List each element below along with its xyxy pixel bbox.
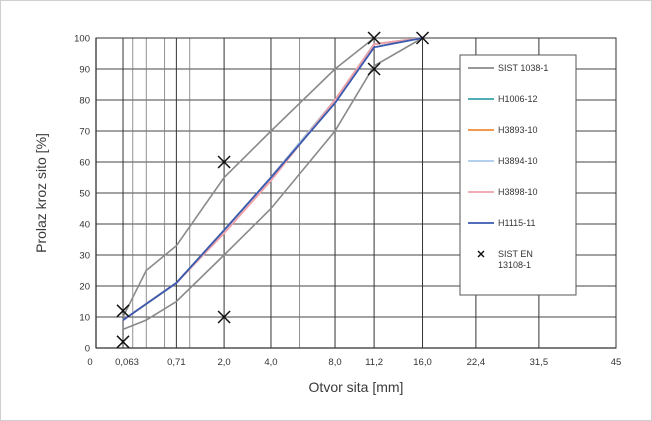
y-axis-title: Prolaz kroz sito [%] bbox=[33, 133, 49, 253]
limit-marker bbox=[116, 304, 130, 318]
x-tick-label: 4,0 bbox=[264, 357, 277, 368]
limit-marker bbox=[116, 335, 130, 349]
legend-label: H3898-10 bbox=[498, 187, 538, 197]
legend-label: H1115-11 bbox=[498, 218, 536, 228]
y-tick-label: 50 bbox=[79, 189, 90, 200]
x-tick-label: 8,0 bbox=[328, 357, 341, 368]
y-tick-label: 10 bbox=[79, 313, 90, 324]
x-tick-label: 2,0 bbox=[217, 357, 230, 368]
envelope-upper-line bbox=[122, 37, 423, 318]
legend-label: H3894-10 bbox=[498, 156, 538, 166]
x-tick-label: 45 bbox=[611, 357, 622, 368]
y-tick-label: 30 bbox=[79, 251, 90, 262]
legend-box bbox=[459, 54, 577, 296]
legend-marker-symbol bbox=[477, 250, 485, 258]
y-tick-label: 70 bbox=[79, 127, 90, 138]
limit-marker bbox=[415, 31, 430, 45]
series-layer bbox=[122, 37, 423, 331]
legend-label: H3893-10 bbox=[498, 125, 538, 135]
y-tick-label: 40 bbox=[79, 220, 90, 231]
legend-label: SIST EN 13108-1 bbox=[498, 249, 533, 270]
limit-marker bbox=[367, 62, 381, 76]
limit-marker bbox=[367, 31, 381, 45]
marker-layer bbox=[116, 31, 430, 349]
y-tick-labels: 0 10 20 30 40 50 60 70 80 90 100 bbox=[74, 34, 90, 355]
y-tick-label: 20 bbox=[79, 282, 90, 293]
x-axis-title: Otvor sita [mm] bbox=[309, 379, 404, 395]
plot-border bbox=[95, 37, 617, 349]
x-tick-label: 0,063 bbox=[115, 357, 139, 368]
x-tick-labels: 0 0,063 0,71 2,0 4,0 8,0 11,2 16,0 22,4 31,5 45 bbox=[87, 357, 621, 368]
legend-label: SIST 1038-1 bbox=[498, 63, 548, 73]
envelope-lower-line bbox=[122, 37, 423, 331]
y-tick-label: 60 bbox=[79, 158, 90, 169]
x-tick-label: 0,71 bbox=[167, 357, 186, 368]
x-tick-label: 11,2 bbox=[365, 357, 383, 368]
x-tick-label: 31,5 bbox=[530, 357, 549, 368]
x-tick-label: 0 bbox=[87, 357, 92, 368]
y-tick-label: 80 bbox=[79, 96, 90, 107]
x-tick-label: 16,0 bbox=[413, 357, 432, 368]
y-tick-label: 0 bbox=[85, 344, 90, 355]
limit-marker bbox=[217, 155, 231, 169]
y-tick-label: 90 bbox=[79, 65, 90, 76]
legend: SIST 1038-1 H1006-12 H3893-10 H3894-10 H3898… bbox=[459, 54, 577, 296]
x-tick-label: 22,4 bbox=[467, 357, 486, 368]
series-line-h1115-11 bbox=[122, 37, 423, 321]
y-tick-label: 100 bbox=[74, 34, 90, 45]
legend-label: H1006-12 bbox=[498, 94, 538, 104]
limit-marker bbox=[217, 310, 231, 324]
